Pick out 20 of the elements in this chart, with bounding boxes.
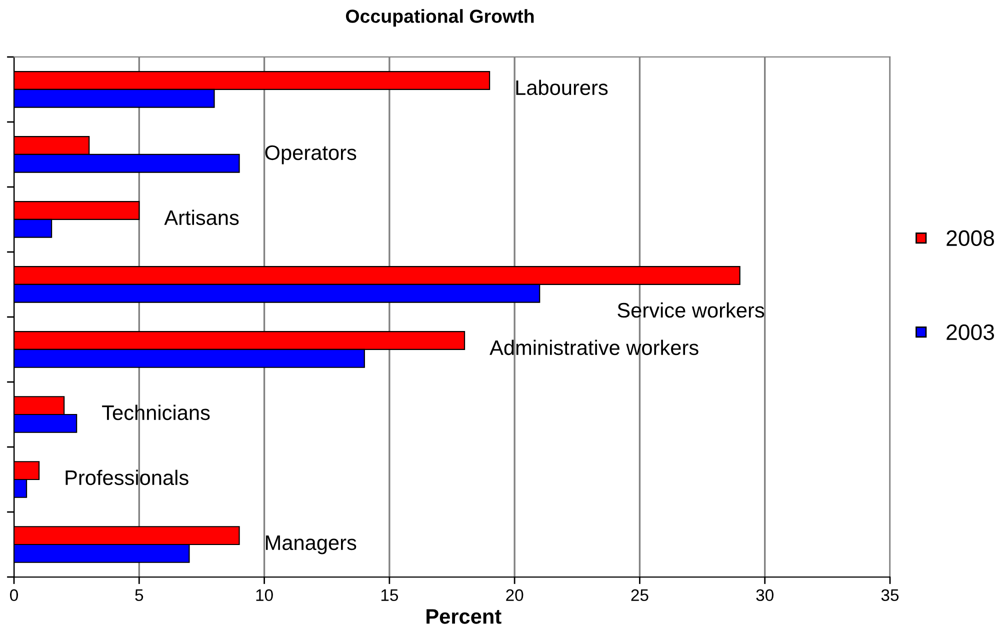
x-tick-label: 35 bbox=[881, 589, 899, 602]
x-tick-label: 15 bbox=[381, 589, 398, 602]
x-tick-label: 5 bbox=[135, 589, 144, 602]
legend-label: 2003 bbox=[946, 324, 994, 340]
y-tick-label: Administrative workers bbox=[490, 340, 698, 356]
y-tick-label: Operators bbox=[265, 145, 356, 164]
x-tick-label: 25 bbox=[631, 589, 648, 602]
y-tick-label: Technicians bbox=[102, 404, 210, 420]
x-tick-label: 0 bbox=[10, 589, 18, 602]
x-tick-label: 20 bbox=[506, 589, 524, 602]
y-tick-label: Professionals bbox=[66, 470, 188, 486]
y-tick-label: Service workers bbox=[618, 302, 764, 318]
y-tick-label: Labourers bbox=[516, 80, 608, 96]
x-tick-label: 10 bbox=[256, 589, 273, 602]
x-tick-label: 30 bbox=[756, 589, 774, 602]
legend-label: 2008 bbox=[946, 230, 994, 246]
chart-title: Occupational Growth bbox=[346, 9, 534, 27]
y-tick-label: Artisans bbox=[164, 210, 239, 226]
y-tick-label: Managers bbox=[266, 536, 356, 554]
x-axis-title: Percent bbox=[426, 609, 502, 624]
